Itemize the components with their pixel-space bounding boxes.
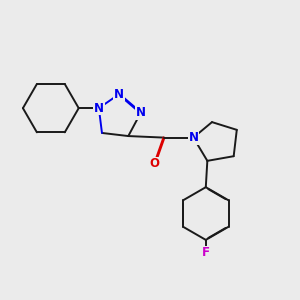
Text: O: O [150, 158, 160, 170]
Text: N: N [188, 131, 198, 144]
Text: N: N [114, 88, 124, 101]
Text: N: N [136, 106, 146, 119]
Text: F: F [202, 246, 210, 260]
Text: N: N [94, 102, 104, 115]
